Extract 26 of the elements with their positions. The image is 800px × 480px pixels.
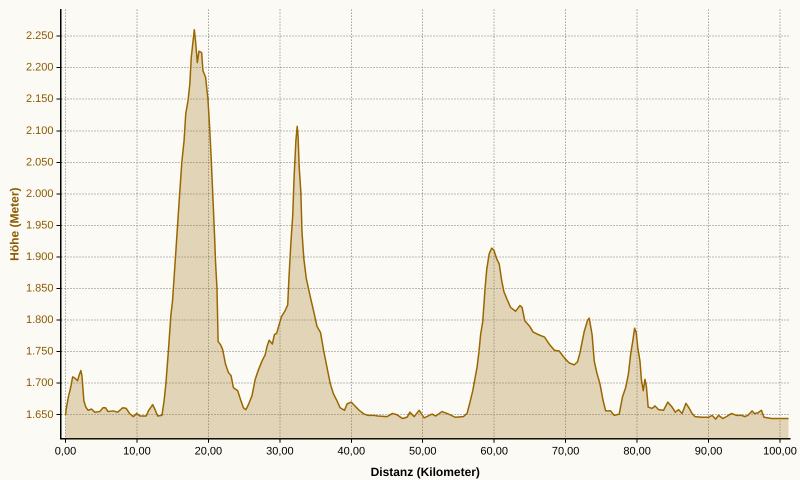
y-tick-label: 2.250 <box>26 30 54 42</box>
y-tick-label: 2.000 <box>26 188 54 200</box>
x-tick-label: 40,00 <box>338 445 366 458</box>
y-tick-label: 1.850 <box>26 282 54 295</box>
y-tick-label: 2.100 <box>26 124 54 137</box>
y-tick-label: 1.800 <box>26 314 54 326</box>
x-tick-label: 0,00 <box>54 445 76 458</box>
x-tick-label: 80,00 <box>623 445 651 458</box>
y-axis-title: Höhe (Meter) <box>8 187 22 261</box>
x-axis-title: Distanz (Kilometer) <box>370 465 480 480</box>
y-tick-label: 1.900 <box>26 250 54 263</box>
y-tick-label: 2.050 <box>26 156 54 168</box>
y-tick-label: 2.200 <box>26 62 54 74</box>
x-tick-label: 90,00 <box>694 445 722 458</box>
x-tick-label: 20,00 <box>194 445 222 458</box>
x-tick-label: 100,00 <box>763 445 797 458</box>
y-tick-label: 1.750 <box>26 346 54 358</box>
x-tick-label: 70,00 <box>552 445 580 458</box>
x-tick-label: 60,00 <box>480 445 508 458</box>
y-tick-label: 1.650 <box>26 408 54 421</box>
x-tick-label: 10,00 <box>123 445 151 458</box>
x-tick-label: 50,00 <box>408 445 437 458</box>
y-tick-label: 1.950 <box>26 219 54 232</box>
x-tick-label: 30,00 <box>266 445 294 458</box>
y-tick-label: 2.150 <box>26 93 54 106</box>
y-tick-label: 1.700 <box>26 377 54 390</box>
